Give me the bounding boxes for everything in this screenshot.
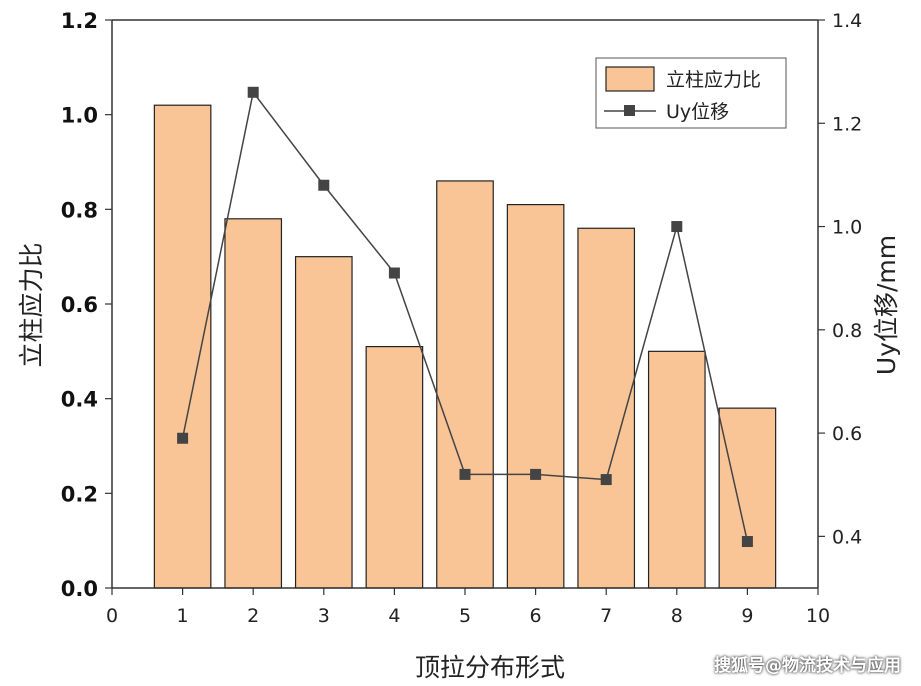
bar-3 bbox=[294, 256, 353, 589]
x-axis-title: 顶拉分布形式 bbox=[415, 653, 565, 682]
bar-series bbox=[153, 104, 777, 589]
tick-labels: 0 1 2 3 4 5 6 7 8 9 10 0.0 0.2 0.4 0.6 0.8 1.0 1.2 0.4 0.6 0… bbox=[61, 9, 862, 627]
line-point-5 bbox=[459, 468, 471, 480]
y-tick-label: 0.6 bbox=[61, 293, 98, 317]
y-tick-label: 0.0 bbox=[61, 577, 98, 601]
line-point-3 bbox=[318, 179, 330, 191]
y-tick-label: 0.8 bbox=[61, 198, 98, 222]
line-series bbox=[177, 86, 753, 548]
y-tick-label: 0.2 bbox=[61, 482, 98, 506]
line-point-2 bbox=[247, 86, 259, 98]
y-axis-title: 立柱应力比 bbox=[17, 242, 46, 367]
bar-2 bbox=[224, 218, 283, 589]
x-tick-label: 10 bbox=[806, 605, 830, 627]
x-tick-label: 3 bbox=[318, 605, 330, 627]
legend-marker-swatch bbox=[624, 105, 635, 116]
y-tick-label: 1.0 bbox=[61, 104, 98, 128]
y-tick-label: 0.4 bbox=[61, 388, 98, 412]
legend-bar-swatch bbox=[605, 66, 655, 92]
y2-axis-title: Uy位移/mm bbox=[872, 235, 901, 375]
x-tick-label: 4 bbox=[388, 605, 400, 627]
bar-6 bbox=[506, 204, 565, 589]
axes bbox=[105, 19, 825, 595]
y2-tick-label: 0.8 bbox=[832, 320, 862, 342]
x-tick-label: 0 bbox=[106, 605, 118, 627]
bar-4 bbox=[365, 346, 424, 589]
legend-bar-label: 立柱应力比 bbox=[666, 69, 761, 91]
bar-5 bbox=[436, 180, 494, 589]
x-tick-label: 8 bbox=[671, 605, 683, 627]
line-point-9 bbox=[741, 536, 753, 548]
x-tick-label: 2 bbox=[247, 605, 259, 627]
bar-1 bbox=[153, 104, 212, 589]
x-tick-label: 7 bbox=[600, 605, 612, 627]
legend: 立柱应力比 Uy位移 bbox=[595, 57, 787, 129]
bar-7 bbox=[577, 227, 636, 589]
x-tick-label: 5 bbox=[459, 605, 471, 627]
y-tick-label: 1.2 bbox=[61, 9, 98, 33]
y2-tick-label: 0.6 bbox=[832, 423, 862, 445]
x-tick-label: 9 bbox=[741, 605, 753, 627]
line-point-4 bbox=[388, 267, 400, 279]
bar-8 bbox=[647, 350, 706, 589]
y2-tick-label: 0.4 bbox=[832, 526, 862, 548]
line-point-1 bbox=[177, 432, 189, 444]
x-tick-label: 6 bbox=[530, 605, 542, 627]
y2-tick-label: 1.4 bbox=[832, 10, 862, 32]
bar-9 bbox=[718, 407, 777, 589]
watermark: 搜狐号@物流技术与应用 bbox=[714, 656, 901, 676]
line-point-8 bbox=[671, 221, 683, 233]
y2-tick-label: 1.0 bbox=[832, 217, 862, 239]
y2-tick-label: 1.2 bbox=[832, 113, 862, 135]
line-point-7 bbox=[600, 474, 612, 486]
x-tick-label: 1 bbox=[177, 605, 189, 627]
legend-line-label: Uy位移 bbox=[666, 101, 729, 123]
line-point-6 bbox=[530, 468, 542, 480]
